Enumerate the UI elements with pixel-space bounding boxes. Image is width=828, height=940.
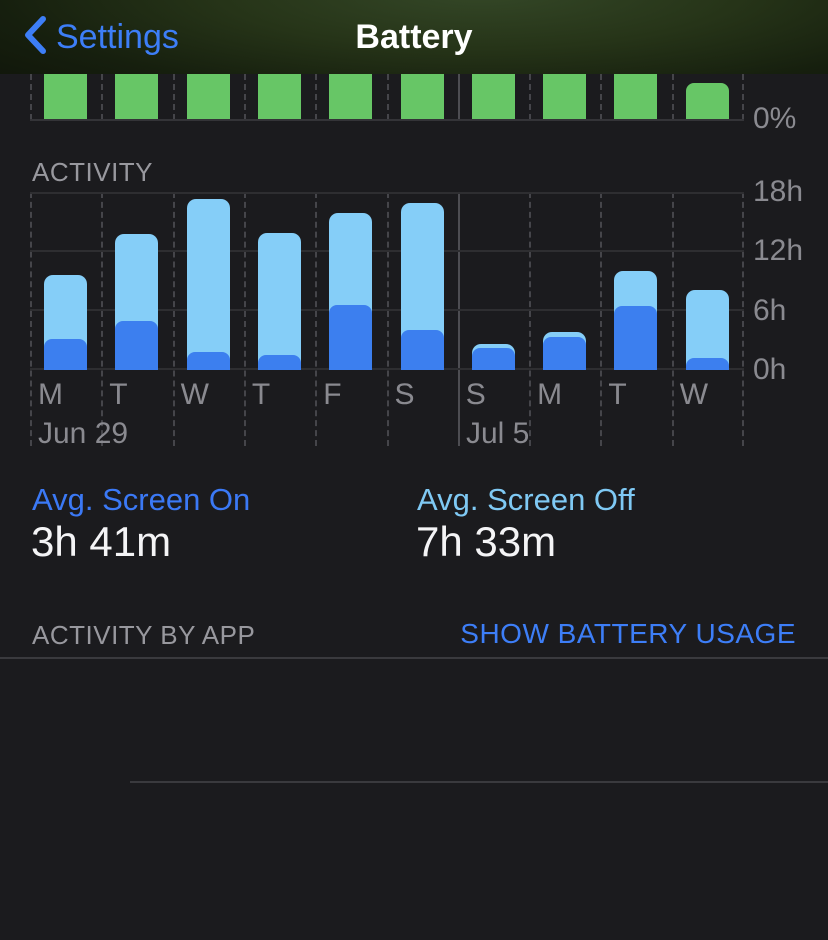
battery-chart-gridline (529, 74, 532, 120)
screen-on-segment (115, 321, 159, 370)
battery-level-bar[interactable] (543, 74, 587, 120)
page-title: Battery (355, 18, 473, 56)
nav-bar: Settings Battery (0, 0, 828, 74)
activity-bar[interactable] (329, 192, 373, 370)
battery-chart-gridline (386, 74, 389, 120)
x-axis-date-jul5: Jul 5 (466, 417, 530, 450)
back-button[interactable]: Settings (22, 0, 179, 74)
screen-on-segment (543, 337, 587, 370)
day-label: T (109, 378, 128, 411)
day-label: S (394, 378, 415, 411)
activity-bar[interactable] (685, 192, 729, 370)
battery-chart-baseline (30, 119, 744, 121)
gridline-6h (30, 309, 744, 311)
battery-axis-0-percent-label: 0% (753, 102, 797, 135)
day-label: F (323, 378, 342, 411)
screen-off-segment (685, 290, 729, 370)
screen-on-segment (471, 348, 515, 370)
gridline-0h (30, 368, 744, 370)
avg-screen-on-label: Avg. Screen On (32, 482, 251, 517)
activity-bar[interactable] (44, 192, 87, 370)
app-row-the-weather[interactable]: The Weather Channel The Weather 18m on s… (0, 783, 828, 940)
screen-on-segment (257, 355, 301, 370)
day-label: S (465, 378, 486, 411)
activity-plot (30, 192, 744, 370)
battery-level-bar[interactable] (400, 74, 444, 120)
activity-bar[interactable] (471, 192, 515, 370)
x-axis-date-jun29: Jun 29 (38, 417, 129, 450)
avg-screen-on-value: 3h 41m (31, 518, 172, 565)
y-axis-label-6h: 6h (753, 294, 787, 327)
back-button-label: Settings (56, 18, 179, 56)
activity-bar[interactable] (186, 192, 230, 370)
y-axis-label-12h: 12h (753, 234, 804, 267)
battery-chart-gridline (243, 74, 246, 120)
show-battery-usage-button[interactable]: SHOW BATTERY USAGE (460, 618, 796, 649)
app-row-safari[interactable]: Safari 5h 32m on screen 5h 32m (0, 659, 828, 782)
section-separator (0, 657, 828, 659)
y-axis-label-0h: 0h (753, 353, 787, 386)
activity-by-app-header: ACTIVITY BY APP (32, 620, 256, 650)
battery-level-bar[interactable] (329, 74, 373, 120)
day-label: M (38, 378, 63, 411)
battery-chart-gridline (671, 74, 674, 120)
battery-level-bar[interactable] (614, 74, 658, 120)
screen-on-segment (186, 352, 230, 370)
screen-on-segment (329, 305, 373, 370)
activity-bar[interactable] (115, 192, 159, 370)
avg-screen-off-value: 7h 33m (416, 518, 557, 565)
day-label: W (679, 378, 709, 411)
gridline-12h (30, 250, 744, 252)
screen-on-segment (685, 358, 729, 370)
battery-level-bar[interactable] (257, 74, 301, 120)
battery-chart-gridline (457, 74, 460, 120)
battery-level-bar[interactable] (186, 74, 230, 120)
screen-off-segment (186, 199, 230, 370)
battery-chart-gridline (742, 74, 744, 120)
row-separator (130, 781, 828, 783)
chevron-left-icon (22, 15, 47, 60)
battery-chart-gridline (30, 74, 32, 120)
activity-bar[interactable] (543, 192, 587, 370)
battery-level-plot (30, 74, 744, 120)
day-label: T (251, 378, 271, 411)
screen-on-segment (614, 306, 658, 370)
avg-screen-off-label: Avg. Screen Off (417, 482, 635, 517)
battery-level-bar[interactable] (115, 74, 159, 120)
battery-chart-gridline (101, 74, 104, 120)
screen-off-segment (257, 233, 301, 370)
activity-section-header: ACTIVITY (32, 157, 154, 187)
day-label: T (608, 378, 627, 411)
day-label: W (180, 378, 209, 411)
screen-on-segment (400, 330, 444, 370)
battery-level-bar[interactable] (471, 74, 515, 120)
battery-chart-gridline (600, 74, 603, 120)
battery-level-bar[interactable] (44, 74, 87, 120)
y-axis-label-18h: 18h (753, 175, 804, 208)
activity-bar[interactable] (257, 192, 301, 370)
activity-bar[interactable] (614, 192, 658, 370)
gridline-18h (30, 192, 744, 194)
activity-bar[interactable] (400, 192, 444, 370)
battery-chart-gridline (315, 74, 318, 120)
battery-level-bar[interactable] (685, 83, 729, 120)
screen-on-segment (44, 339, 87, 370)
battery-chart-gridline (172, 74, 175, 120)
day-label: M (537, 378, 563, 411)
